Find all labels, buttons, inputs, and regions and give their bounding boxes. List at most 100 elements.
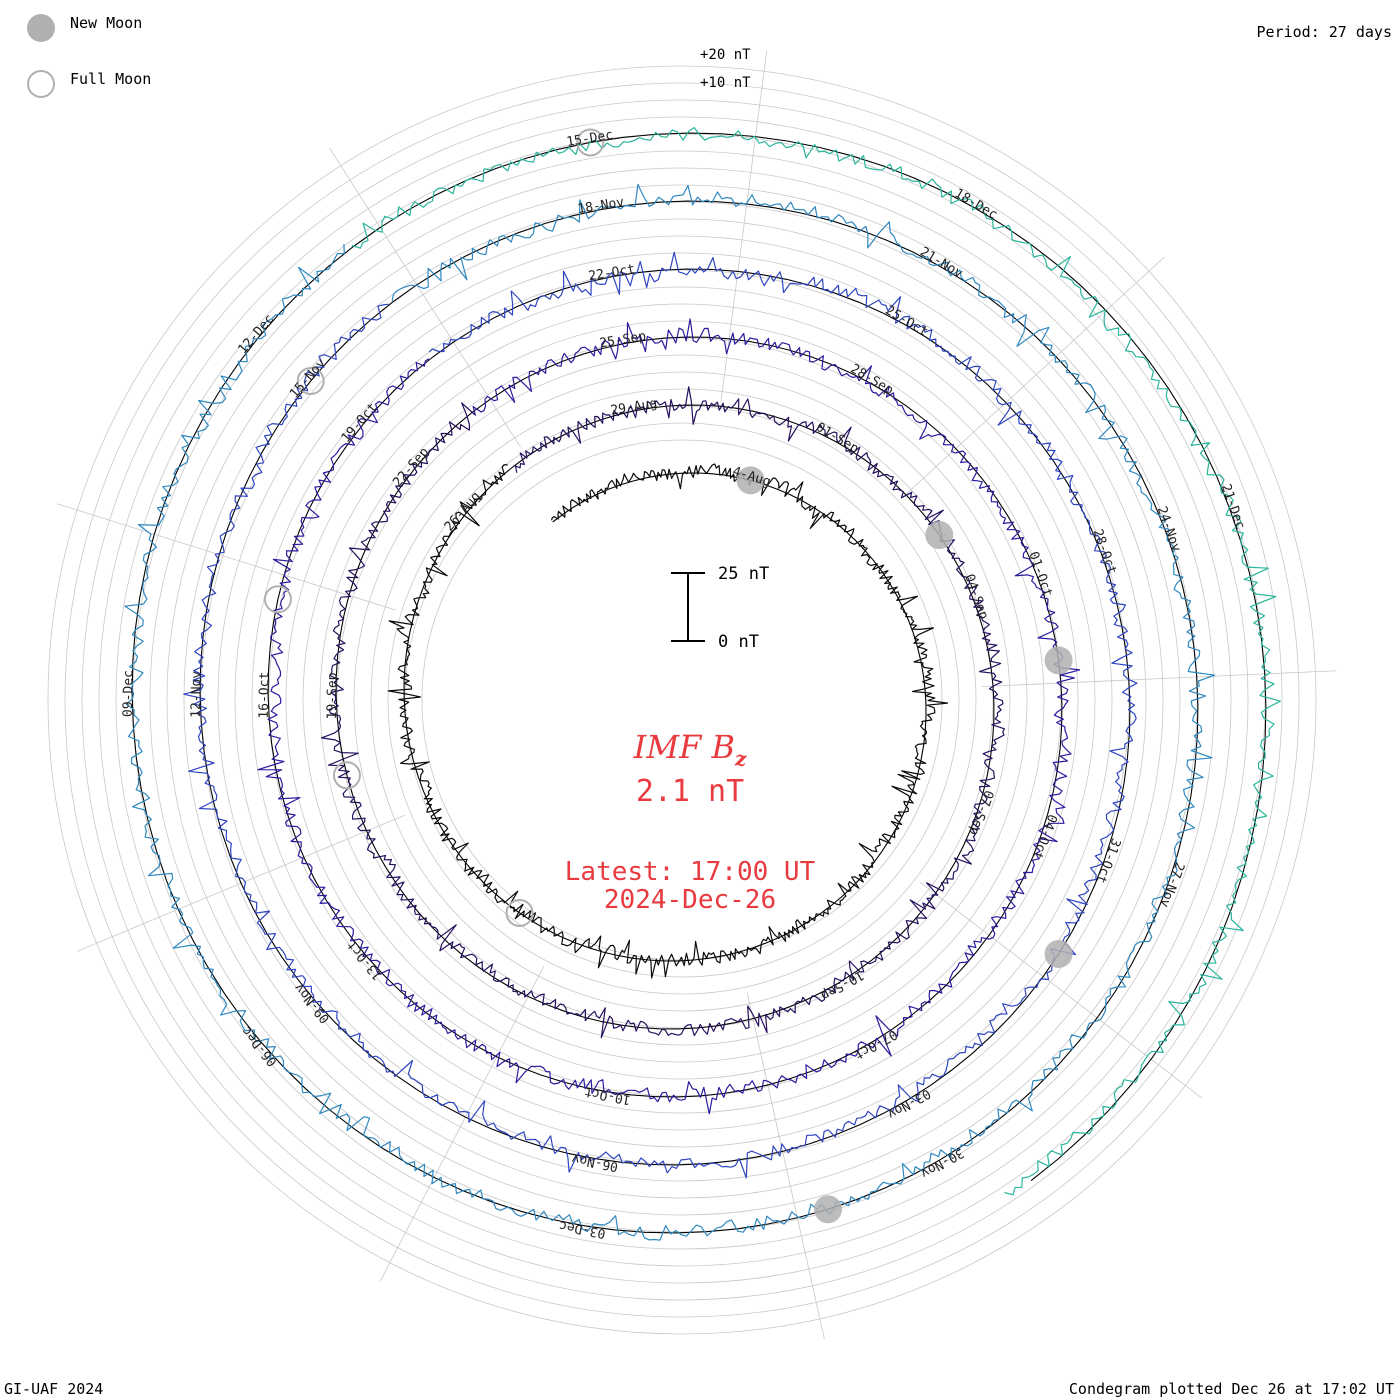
date-label: 06-Nov: [570, 1150, 619, 1173]
date-label: 21-Dec: [1218, 482, 1248, 531]
new-moon-marker: [1044, 939, 1073, 968]
date-label: 22-Sep: [390, 445, 432, 491]
grid-ring: [47, 65, 1317, 1335]
full-moon-marker: [505, 898, 534, 927]
period-label: Period: 27 days: [1256, 23, 1392, 41]
full-moon-marker: [332, 761, 361, 790]
full-moon-marker: [576, 128, 605, 157]
date-label: 29-Aug: [610, 396, 659, 418]
date-label: 27-Nov: [1156, 860, 1187, 909]
footer-plotted: Condegram plotted Dec 26 at 17:02 UT: [1068, 1380, 1394, 1398]
date-label: 25-Oct: [882, 303, 930, 340]
date-label: 10-Sep: [818, 967, 866, 1003]
date-label: 22-Oct: [587, 262, 636, 284]
moon-markers: [263, 128, 1073, 1224]
new-moon-legend-label: New Moon: [70, 14, 143, 32]
date-label: 31-Oct: [1093, 836, 1124, 885]
new-moon-marker: [1044, 646, 1073, 675]
new-moon-marker: [736, 466, 765, 495]
center-title-sub: z: [734, 746, 747, 771]
scale-bar-top-label: 25 nT: [718, 564, 770, 584]
center-latest: Latest: 17:00 UT 2024-Dec-26: [540, 858, 840, 914]
bz-series-ring-4: [183, 251, 1138, 1179]
grid-ring: [81, 99, 1283, 1301]
date-label: 21-Nov: [917, 245, 965, 282]
grid-ring: [166, 184, 1198, 1216]
grid-ring: [217, 235, 1147, 1165]
date-label: 15-Dec: [565, 128, 614, 150]
date-label: 26-Aug: [442, 489, 484, 534]
date-label: 10-Oct: [583, 1084, 632, 1107]
scale-label-plus-10: +10 nT: [700, 75, 751, 91]
grid-ring: [251, 269, 1113, 1131]
bz-series-ring-2: [320, 386, 1005, 1039]
center-title: IMF Bz: [600, 728, 780, 770]
grid-ring: [404, 422, 960, 978]
date-label: 28-Oct: [1090, 527, 1120, 576]
date-label: 03-Dec: [558, 1217, 607, 1240]
grid-ring: [353, 371, 1011, 1029]
full-moon-legend-label: Full Moon: [70, 70, 152, 88]
bz-series-ring-1: [387, 463, 949, 979]
date-label: 06-Dec: [239, 1023, 280, 1069]
latest-time: Latest: 17:00 UT: [564, 857, 816, 887]
date-label: 03-Nov: [884, 1085, 932, 1121]
scale-label-plus-20: +20 nT: [700, 47, 751, 63]
date-label: 12-Dec: [235, 312, 277, 357]
grid-ring: [64, 82, 1300, 1318]
grid-rings: [47, 65, 1317, 1335]
day-spoke: [720, 50, 768, 403]
date-label: 12-Nov: [189, 671, 205, 718]
grid-ring: [285, 303, 1079, 1097]
grid-ring: [387, 405, 977, 995]
day-spoke: [329, 147, 521, 448]
date-label: 16-Oct: [257, 672, 273, 719]
bz-series-ring-3: [257, 318, 1081, 1115]
date-label: 09-Dec: [121, 670, 137, 717]
date-label: 13-Oct: [344, 937, 385, 983]
grid-ring: [319, 337, 1045, 1063]
grid-ring: [98, 116, 1266, 1284]
grid-ring: [200, 218, 1164, 1182]
latest-date: 2024-Dec-26: [603, 885, 777, 915]
bz-series-ring-6: [351, 127, 1281, 1196]
date-label: 18-Dec: [952, 186, 1000, 223]
baseline-spiral-path: [131, 132, 1267, 1234]
new-moon-legend-icon: [27, 14, 55, 42]
grid-ring: [336, 354, 1028, 1046]
center-value: 2.1 nT: [635, 774, 745, 809]
date-label: 04-Sep: [961, 572, 991, 621]
scale-bar: [671, 572, 705, 642]
date-label: 04-Oct: [1029, 812, 1060, 861]
grid-ring: [370, 388, 994, 1012]
grid-ring: [302, 320, 1062, 1080]
date-label: 18-Nov: [576, 195, 625, 217]
full-moon-legend-icon: [27, 70, 55, 98]
grid-ring: [268, 286, 1096, 1114]
day-spoke: [56, 503, 396, 611]
day-spoke: [981, 670, 1337, 687]
day-spoke: [379, 966, 545, 1282]
date-label: 09-Nov: [292, 980, 333, 1026]
day-spoke: [919, 882, 1203, 1099]
grid-ring: [115, 133, 1249, 1267]
new-moon-marker: [814, 1195, 843, 1224]
zero-baseline-spiral: [131, 132, 1267, 1234]
new-moon-marker: [925, 521, 954, 550]
center-title-main: IMF B: [633, 728, 735, 766]
grid-ring: [132, 150, 1232, 1250]
date-label: 24-Nov: [1154, 505, 1184, 554]
date-label: 25-Sep: [598, 329, 647, 351]
bz-series-ring-5: [124, 183, 1216, 1241]
scale-bar-bottom-label: 0 nT: [718, 632, 759, 652]
full-moon-marker: [296, 367, 325, 396]
grid-ring: [234, 252, 1130, 1148]
full-moon-marker: [263, 585, 292, 614]
grid-ring: [183, 201, 1181, 1199]
grid-ring: [149, 167, 1215, 1233]
day-spokes: [56, 50, 1337, 1340]
day-spoke: [902, 256, 1165, 498]
date-label: 19-Sep: [325, 672, 341, 719]
bz-series-lines: [124, 127, 1281, 1241]
